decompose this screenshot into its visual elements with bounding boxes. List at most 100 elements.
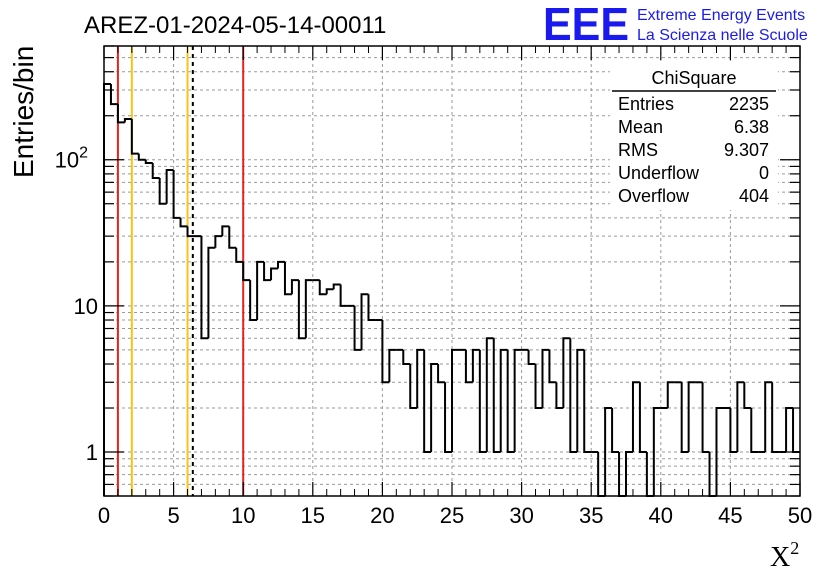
histogram-bin — [715, 407, 724, 496]
histogram-bin — [687, 381, 696, 453]
axis-ticks — [103, 45, 801, 497]
histogram-bin — [270, 267, 278, 281]
histogram-bin — [743, 382, 752, 410]
histogram-bin — [381, 320, 390, 384]
histogram-bin — [506, 349, 515, 454]
stats-value: 9.307 — [724, 140, 769, 160]
histogram-bin — [109, 83, 118, 106]
histogram-bin — [144, 159, 153, 164]
histogram-bin — [555, 382, 564, 410]
histogram-bin — [666, 381, 675, 409]
histogram-bin — [701, 382, 710, 454]
histogram-bin — [283, 261, 292, 296]
histogram-bin — [130, 118, 139, 155]
x-tick-label: 35 — [579, 503, 603, 528]
histogram-bin — [548, 349, 557, 384]
histogram-bin — [388, 348, 397, 383]
histogram-bin — [339, 284, 348, 307]
stats-value: 2235 — [729, 94, 769, 114]
histogram-bin — [513, 348, 522, 453]
histogram-bin — [256, 260, 265, 321]
histogram-bin — [430, 363, 439, 453]
histogram-bin — [638, 382, 647, 454]
x-axis-title: X2 — [770, 538, 799, 572]
histogram-bin — [290, 279, 299, 295]
histogram-bin — [534, 364, 543, 410]
histogram-bin — [360, 293, 369, 350]
histogram-bin — [172, 170, 181, 219]
stats-title: ChiSquare — [651, 68, 736, 88]
histogram-bin — [680, 382, 689, 454]
histogram-bin — [235, 247, 244, 263]
histogram-bin — [652, 407, 661, 496]
histogram-bin — [792, 408, 800, 454]
x-tick-label: 25 — [440, 503, 464, 528]
x-tick-label: 20 — [370, 503, 394, 528]
x-tick-label: 40 — [649, 503, 673, 528]
histogram-bin — [499, 348, 508, 453]
histogram-bin — [402, 349, 411, 366]
histogram-bin — [736, 381, 745, 453]
histogram-bin — [451, 348, 459, 453]
chart-title: AREZ-01-2024-05-14-00011 — [84, 12, 386, 39]
histogram-bin — [137, 153, 146, 161]
x-tick-label: 10 — [231, 503, 255, 528]
histogram-bin — [242, 261, 251, 282]
histogram-bin — [325, 288, 334, 295]
stats-label: Entries — [618, 94, 674, 114]
histogram-bin — [611, 408, 620, 454]
histogram-bin — [785, 407, 794, 453]
x-tick-label: 5 — [167, 503, 179, 528]
histogram-bin — [625, 451, 633, 496]
histogram-bin — [179, 217, 188, 228]
histogram-bin — [200, 236, 209, 340]
x-tick-label: 45 — [718, 503, 742, 528]
histogram-bin — [158, 177, 167, 205]
histogram-bin — [604, 407, 613, 496]
histogram-bin — [464, 349, 473, 384]
histogram-bin — [263, 261, 272, 282]
histogram-bin — [221, 225, 230, 237]
logo-eee: EEE — [543, 0, 629, 50]
histogram-bin — [423, 349, 432, 454]
logo-line-2: La Scienza nelle Scuole — [637, 27, 808, 44]
stats-value: 6.38 — [734, 117, 769, 137]
stats-label: Overflow — [618, 186, 690, 206]
histogram-bin — [771, 382, 780, 454]
histogram-bin — [123, 117, 132, 123]
histogram-bin — [151, 162, 160, 179]
stats-label: Mean — [618, 117, 663, 137]
histogram-bin — [541, 348, 550, 409]
histogram-bin — [214, 235, 223, 248]
histogram-bin — [186, 226, 195, 238]
histogram-bin — [764, 381, 773, 453]
x-tick-label: 0 — [98, 503, 110, 528]
histogram-bin — [297, 280, 306, 340]
histogram-bin — [165, 169, 174, 204]
histogram-bin — [277, 260, 285, 269]
histogram-bin — [444, 382, 452, 454]
histogram-bin — [437, 364, 446, 384]
histogram-bin — [116, 104, 125, 124]
histogram-bin — [367, 294, 376, 322]
histogram-bin — [485, 337, 494, 453]
stats-value: 0 — [759, 163, 769, 183]
histogram-bin — [562, 337, 571, 409]
histogram-bin — [631, 381, 640, 453]
histogram-bin — [304, 279, 313, 339]
histogram-bin — [576, 348, 585, 453]
x-tick-labels: 0 5 10 15 20 25 30 35 40 45 50 — [98, 503, 812, 528]
histogram-bin — [569, 338, 578, 454]
stats-label: RMS — [618, 140, 658, 160]
histogram-bin — [228, 226, 237, 249]
histogram-bin — [583, 349, 592, 454]
histogram-bin — [416, 348, 425, 409]
histogram-bin — [527, 349, 536, 366]
histogram-bin — [249, 280, 258, 322]
histogram-bin — [478, 349, 487, 454]
stats-value: 404 — [739, 186, 769, 206]
histogram-bin — [750, 408, 759, 454]
histogram-bin — [332, 283, 341, 290]
histogram-bin — [207, 246, 216, 339]
y-tick-label: 1 — [86, 440, 98, 465]
